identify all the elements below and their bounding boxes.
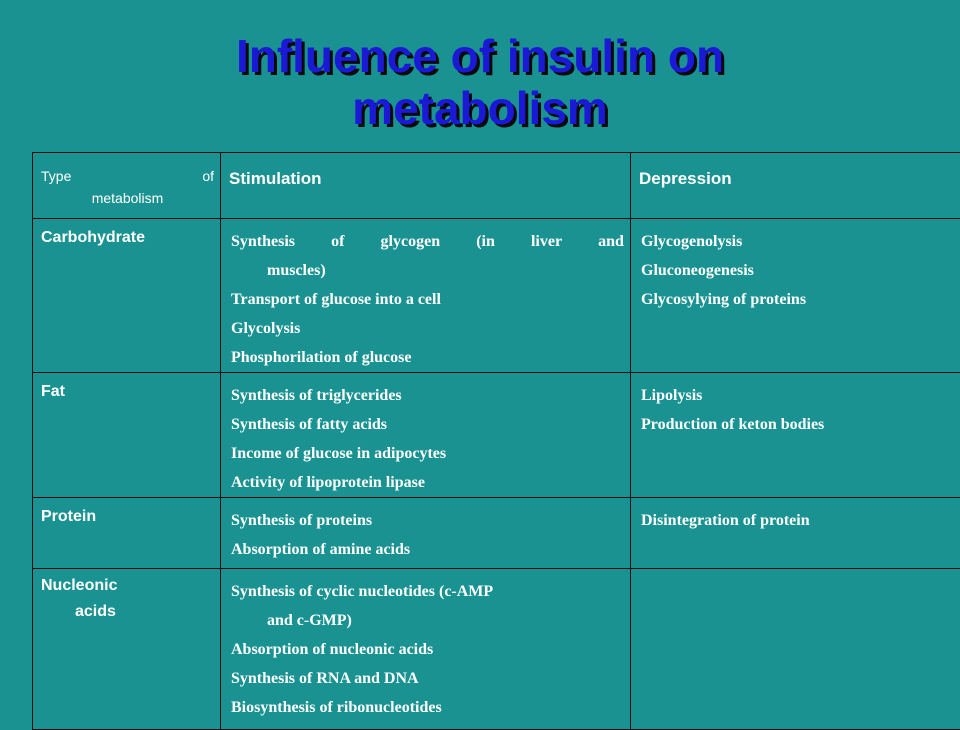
- stimulation-item: Synthesis of cyclic nucleotides (c-AMP: [231, 577, 624, 606]
- type-label-line-1: Nucleonic: [41, 573, 214, 599]
- stimulation-cell: Synthesis of cyclic nucleotides (c-AMP a…: [221, 569, 631, 730]
- depression-cell: Glycogenolysis Gluconeogenesis Glycosyly…: [631, 219, 960, 373]
- header-cell-depression: Depression: [631, 153, 960, 219]
- header-stimulation: Stimulation: [221, 153, 630, 189]
- word: Synthesis: [231, 227, 295, 256]
- type-label-carbohydrate: Carbohydrate: [33, 219, 220, 247]
- header-type-word-2: of: [202, 165, 214, 187]
- word: glycogen: [381, 227, 441, 256]
- stimulation-item: Income of glucose in adipocytes: [231, 439, 624, 468]
- slide-title: Influence of insulin on metabolism: [0, 30, 960, 134]
- depression-item: Lipolysis: [641, 381, 954, 410]
- type-label-nucleonic-acids: Nucleonic acids: [33, 569, 220, 625]
- depression-item: Glycogenolysis: [641, 227, 954, 256]
- stimulation-item: Synthesis of RNA and DNA: [231, 664, 624, 693]
- header-type-word-3: metabolism: [41, 187, 214, 209]
- table-row-nucleonic-acids: Nucleonic acids Synthesis of cyclic nucl…: [33, 569, 960, 730]
- stimulation-item: Synthesis of glycogen (in liver and: [231, 227, 624, 256]
- header-cell-type: Type of metabolism: [33, 153, 221, 219]
- type-label-line-2: acids: [41, 599, 214, 625]
- type-label-fat: Fat: [33, 373, 220, 401]
- word: and: [598, 227, 624, 256]
- depression-cell: Disintegration of protein: [631, 498, 960, 569]
- depression-cell-empty: [631, 569, 960, 730]
- table-row-carbohydrate: Carbohydrate Synthesis of glycogen (in l…: [33, 219, 960, 373]
- stimulation-item: Activity of lipoprotein lipase: [231, 468, 624, 497]
- header-cell-stimulation: Stimulation: [221, 153, 631, 219]
- word: (in: [476, 227, 495, 256]
- metabolism-table: Type of metabolism Stimulation Depressio…: [32, 152, 960, 730]
- table-row-fat: Fat Synthesis of triglycerides Synthesis…: [33, 373, 960, 498]
- slide-title-line-2: metabolism: [0, 82, 960, 134]
- word: liver: [531, 227, 562, 256]
- depression-cell: Lipolysis Production of keton bodies: [631, 373, 960, 498]
- depression-item: Gluconeogenesis: [641, 256, 954, 285]
- stimulation-item: Transport of glucose into a cell: [231, 285, 624, 314]
- type-cell: Protein: [33, 498, 221, 569]
- header-type-word-1: Type: [41, 165, 71, 187]
- word: of: [331, 227, 344, 256]
- type-label-protein: Protein: [33, 498, 220, 526]
- depression-item: Disintegration of protein: [641, 506, 954, 535]
- depression-item: Production of keton bodies: [641, 410, 954, 439]
- stimulation-cell: Synthesis of glycogen (in liver and musc…: [221, 219, 631, 373]
- stimulation-item: Phosphorilation of glucose: [231, 343, 624, 372]
- type-cell: Carbohydrate: [33, 219, 221, 373]
- stimulation-item-continuation: and c-GMP): [231, 606, 624, 635]
- stimulation-item: Absorption of nucleonic acids: [231, 635, 624, 664]
- stimulation-item: Glycolysis: [231, 314, 624, 343]
- stimulation-item: Absorption of amine acids: [231, 535, 624, 564]
- stimulation-item-continuation: muscles): [231, 256, 624, 285]
- stimulation-item: Synthesis of proteins: [231, 506, 624, 535]
- stimulation-item: Synthesis of triglycerides: [231, 381, 624, 410]
- stimulation-item: Biosynthesis of ribonucleotides: [231, 693, 624, 722]
- slide-title-line-1: Influence of insulin on: [0, 30, 960, 82]
- type-cell: Nucleonic acids: [33, 569, 221, 730]
- header-depression: Depression: [631, 153, 960, 189]
- table-row-protein: Protein Synthesis of proteins Absorption…: [33, 498, 960, 569]
- table-header-row: Type of metabolism Stimulation Depressio…: [33, 153, 960, 219]
- type-cell: Fat: [33, 373, 221, 498]
- depression-item: Glycosylying of proteins: [641, 285, 954, 314]
- stimulation-cell: Synthesis of proteins Absorption of amin…: [221, 498, 631, 569]
- stimulation-cell: Synthesis of triglycerides Synthesis of …: [221, 373, 631, 498]
- stimulation-item: Synthesis of fatty acids: [231, 410, 624, 439]
